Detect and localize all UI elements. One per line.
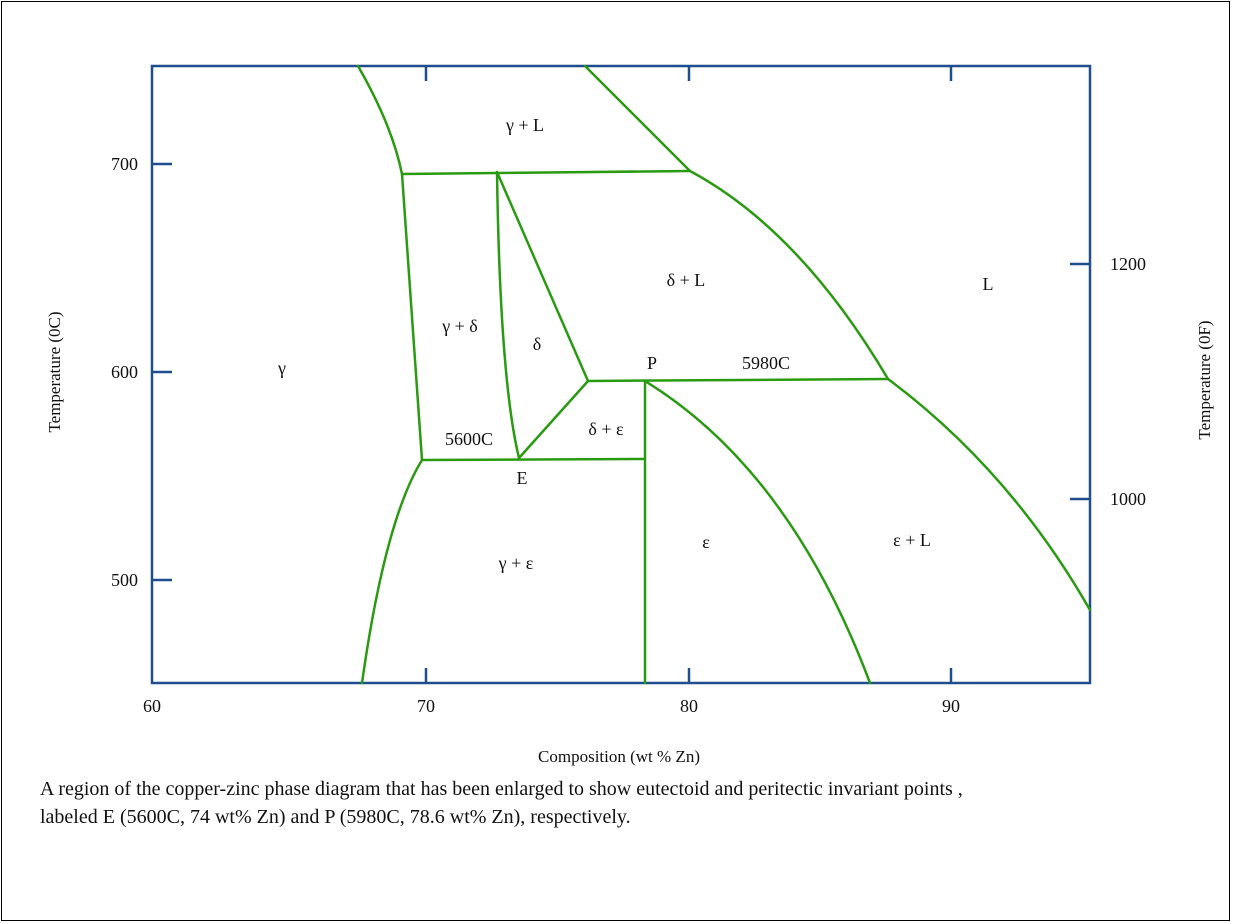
plot-border (150, 64, 1092, 685)
x-tick-label-60: 60 (143, 696, 161, 716)
peritectic-point-label: P (647, 353, 657, 373)
caption-line-1: A region of the copper-zinc phase diagra… (40, 778, 963, 800)
eutectoid-temperature-label: 5600C (445, 429, 493, 449)
epsilon-solidus-curve (643, 379, 872, 685)
y-right-axis-title: Temperature (0F) (1195, 320, 1214, 439)
region-gamma-delta: γ + δ (441, 316, 478, 336)
x-axis-ticks (152, 66, 1090, 683)
y-right-tick-label-1000: 1000 (1110, 489, 1146, 509)
figure-caption: A region of the copper-zinc phase diagra… (40, 775, 1220, 831)
peritectic-isotherm-700 (400, 169, 692, 176)
x-tick-label-80: 80 (680, 696, 698, 716)
phase-boundaries (356, 64, 1092, 685)
region-delta-epsilon: δ + ε (588, 419, 624, 439)
y-tick-label-600: 600 (111, 362, 138, 382)
gamma-liquidus-boundary (356, 64, 404, 176)
region-epsilon-liquid: ε + L (893, 530, 931, 550)
region-delta: δ (533, 334, 541, 354)
x-tick-label-90: 90 (942, 696, 960, 716)
x-axis-title: Composition (wt % Zn) (538, 747, 700, 766)
delta-liquid-boundary (495, 170, 590, 383)
region-gamma-liquid: γ + L (505, 115, 544, 135)
delta-left-boundary (495, 170, 521, 460)
y-right-tick-label-1200: 1200 (1110, 254, 1146, 274)
epsilon-liquidus-curve (886, 377, 1092, 612)
delta-epsilon-boundary (517, 379, 590, 460)
gamma-epsilon-boundary (360, 458, 424, 685)
liquidus-upper-boundary (583, 64, 692, 173)
y-left-axis-title: Temperature (0C) (45, 311, 64, 432)
delta-liquidus-curve (688, 169, 890, 381)
eutectoid-point-label: E (517, 468, 528, 488)
caption-line-2: labeled E (5600C, 74 wt% Zn) and P (5980… (40, 806, 631, 828)
region-liquid: L (983, 274, 994, 294)
x-tick-label-70: 70 (417, 696, 435, 716)
eutectoid-isotherm-560 (420, 457, 647, 462)
peritectic-isotherm-598 (586, 377, 890, 383)
region-epsilon: ε (702, 532, 710, 552)
region-gamma-epsilon: γ + ε (498, 553, 534, 573)
y-tick-label-700: 700 (111, 154, 138, 174)
region-gamma: γ (277, 358, 286, 378)
gamma-solvus-boundary (400, 172, 424, 462)
region-delta-liquid: δ + L (667, 270, 706, 290)
y-tick-label-500: 500 (111, 570, 138, 590)
peritectic-temperature-label: 5980C (742, 353, 790, 373)
